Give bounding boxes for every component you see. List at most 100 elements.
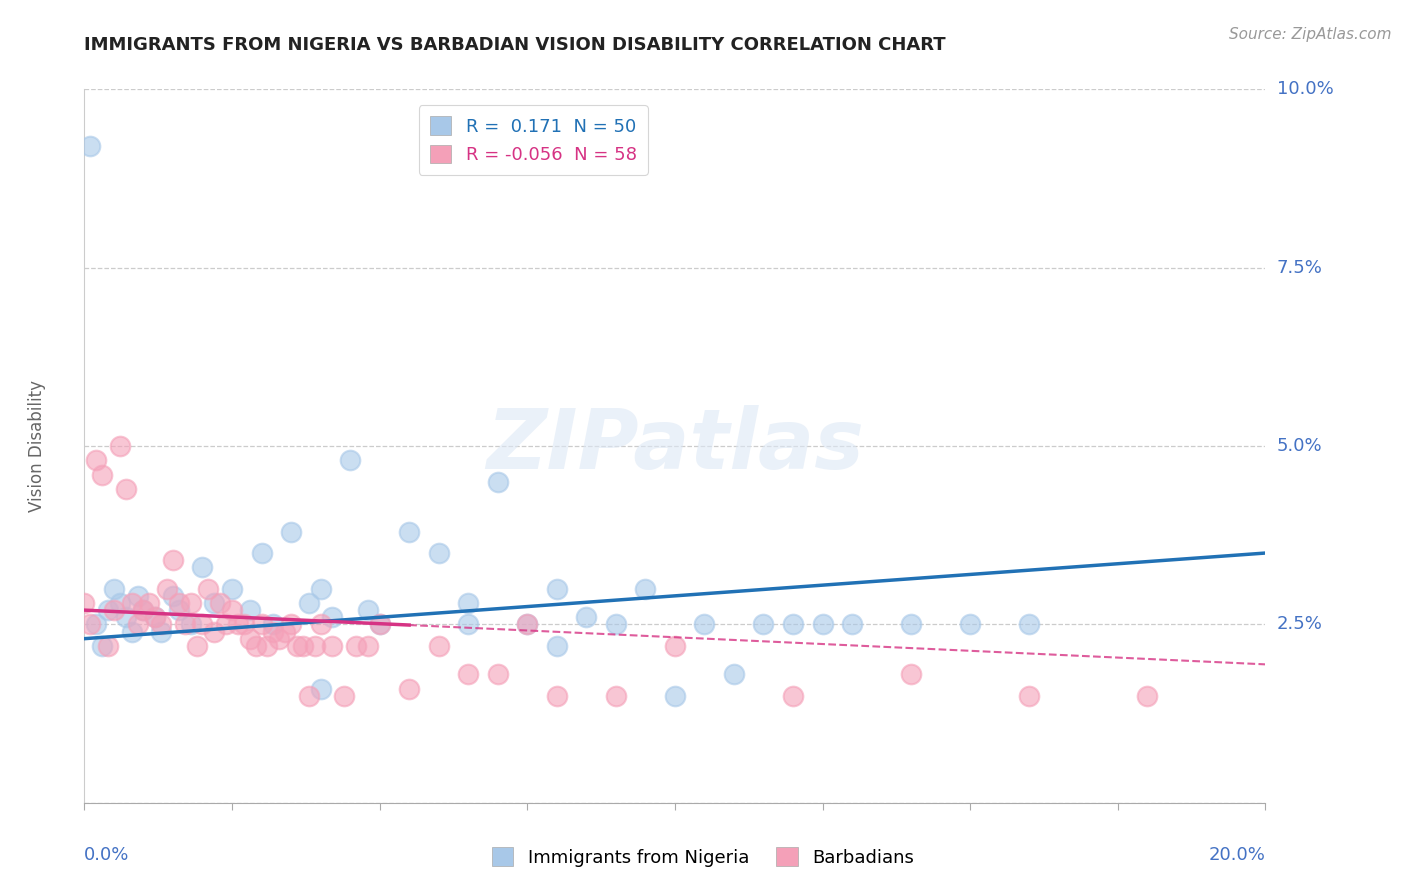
Point [782,617,804,632]
Text: 0.0%: 0.0% [84,846,129,863]
Point [398,524,420,539]
Point [457,596,479,610]
Point [180,617,202,632]
Point [298,689,321,703]
Point [84,617,107,632]
Point [1018,689,1040,703]
Point [202,596,225,610]
Point [167,603,190,617]
Point [339,453,361,467]
Text: Source: ZipAtlas.com: Source: ZipAtlas.com [1229,27,1392,42]
Point [143,610,166,624]
Point [269,632,291,646]
Point [221,603,243,617]
Point [150,624,173,639]
Point [215,617,238,632]
Point [143,610,166,624]
Point [309,681,332,696]
Point [782,689,804,703]
Point [103,582,125,596]
Point [209,596,232,610]
Point [274,624,297,639]
Point [91,467,114,482]
Point [398,681,420,696]
Point [121,624,143,639]
Point [191,617,214,632]
Point [191,560,214,574]
Legend: R =  0.171  N = 50, R = -0.056  N = 58: R = 0.171 N = 50, R = -0.056 N = 58 [419,105,648,175]
Point [97,603,120,617]
Point [486,475,509,489]
Point [103,603,125,617]
Point [575,610,598,624]
Point [84,453,107,467]
Point [457,667,479,681]
Point [197,582,219,596]
Point [280,617,302,632]
Point [752,617,775,632]
Point [546,582,568,596]
Point [226,617,249,632]
Point [1018,617,1040,632]
Point [900,617,922,632]
Point [250,617,273,632]
Point [167,596,190,610]
Point [256,639,278,653]
Point [239,632,262,646]
Point [121,596,143,610]
Text: Vision Disability: Vision Disability [28,380,46,512]
Point [156,582,179,596]
Point [605,689,627,703]
Point [173,617,195,632]
Text: 20.0%: 20.0% [1209,846,1265,863]
Point [723,667,745,681]
Point [79,139,101,153]
Text: 5.0%: 5.0% [1277,437,1322,455]
Point [344,639,367,653]
Point [221,582,243,596]
Point [132,603,155,617]
Point [262,617,284,632]
Point [108,439,131,453]
Point [132,603,155,617]
Point [186,639,208,653]
Point [321,639,343,653]
Point [457,617,479,632]
Point [162,553,184,567]
Point [1136,689,1159,703]
Point [634,582,657,596]
Point [811,617,834,632]
Point [202,624,225,639]
Point [546,689,568,703]
Point [250,546,273,560]
Point [959,617,981,632]
Point [79,617,101,632]
Point [150,617,173,632]
Point [245,639,267,653]
Point [427,639,450,653]
Point [368,617,391,632]
Point [321,610,343,624]
Point [841,617,863,632]
Point [262,624,284,639]
Point [546,639,568,653]
Point [298,596,321,610]
Point [127,589,149,603]
Point [73,596,96,610]
Point [138,596,160,610]
Point [285,639,308,653]
Point [516,617,538,632]
Point [97,639,120,653]
Point [427,546,450,560]
Point [127,617,149,632]
Point [180,596,202,610]
Text: ZIPatlas: ZIPatlas [486,406,863,486]
Point [280,524,302,539]
Point [91,639,114,653]
Point [605,617,627,632]
Point [309,582,332,596]
Point [162,589,184,603]
Text: 2.5%: 2.5% [1277,615,1323,633]
Point [333,689,356,703]
Text: 7.5%: 7.5% [1277,259,1323,277]
